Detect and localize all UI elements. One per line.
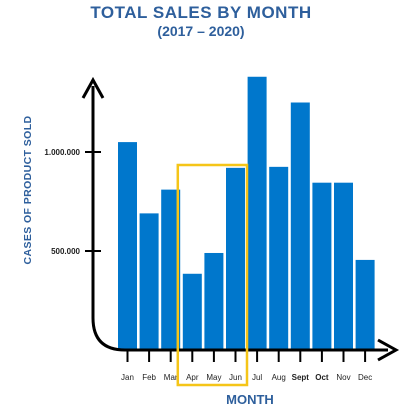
x-tick-label-jul: Jul	[252, 373, 262, 382]
bar-jan	[118, 142, 137, 350]
x-tick-label-sept: Sept	[292, 373, 310, 382]
bar-jun	[226, 167, 245, 350]
bar-apr	[182, 273, 202, 350]
x-tick-label-feb: Feb	[142, 373, 156, 382]
axes-line	[91, 86, 388, 352]
bar-aug	[269, 166, 289, 350]
chart-subtitle: (2017 – 2020)	[157, 23, 245, 39]
x-tick-label-jun: Jun	[229, 373, 242, 382]
y-tick-label-0: 500.000	[51, 247, 80, 256]
chart-title: TOTAL SALES BY MONTH	[90, 3, 312, 22]
highlight-box	[176, 163, 249, 387]
bar-feb	[139, 213, 159, 350]
bar-sept	[290, 102, 310, 350]
y-axis-arrow	[81, 76, 105, 99]
x-tick-label-aug: Aug	[272, 373, 286, 382]
x-axis-arrow	[377, 338, 400, 362]
x-tick-label-dec: Dec	[358, 373, 372, 382]
bar-may	[204, 252, 224, 350]
x-tick-label-mar: Mar	[164, 373, 178, 382]
bar-mar	[161, 189, 181, 350]
y-tick-label-1: 1.000.000	[44, 148, 80, 157]
x-axis-label: MONTH	[226, 392, 274, 407]
bar-jul	[247, 76, 267, 350]
x-tick-label-nov: Nov	[336, 373, 350, 382]
x-tick-label-oct: Oct	[315, 373, 329, 382]
x-tick-label-jan: Jan	[121, 373, 134, 382]
bar-nov	[334, 182, 353, 350]
x-tick-label-apr: Apr	[186, 373, 199, 382]
bar-dec	[355, 259, 375, 350]
x-tick-label-may: May	[206, 373, 221, 382]
bar-oct	[312, 182, 332, 350]
